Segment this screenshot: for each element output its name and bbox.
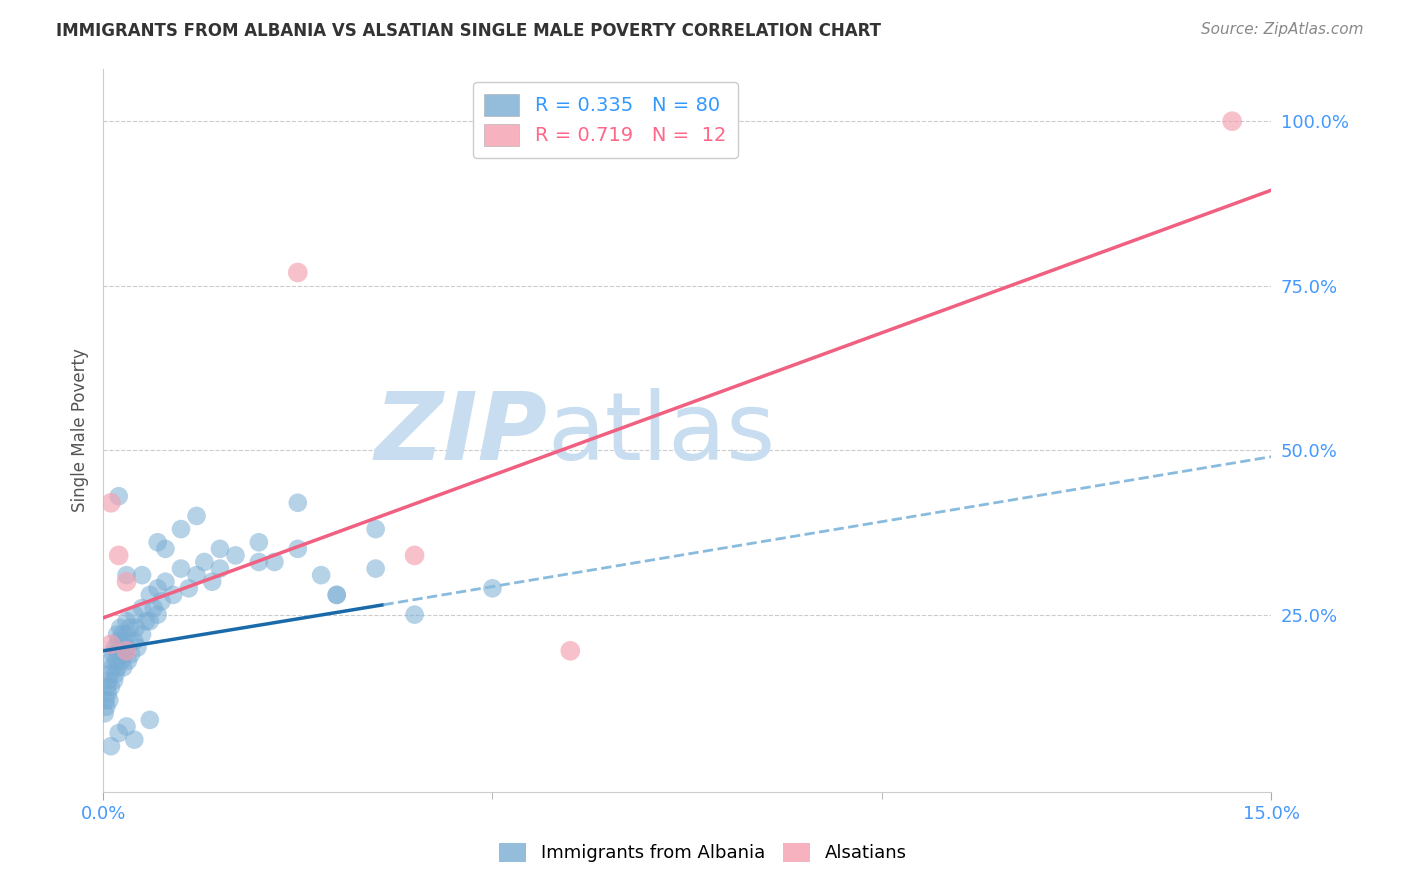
Point <box>93 706 115 721</box>
Point <box>404 607 426 622</box>
Point <box>97 687 120 701</box>
Point <box>170 561 193 575</box>
Point <box>100 654 122 668</box>
Point <box>120 647 142 661</box>
Point <box>124 607 146 622</box>
Point <box>115 627 138 641</box>
Text: Source: ZipAtlas.com: Source: ZipAtlas.com <box>1201 22 1364 37</box>
Point <box>115 574 138 589</box>
Point <box>100 680 122 694</box>
Point <box>115 644 138 658</box>
Point <box>115 719 138 733</box>
Point <box>263 555 285 569</box>
Point <box>247 535 270 549</box>
Point <box>309 568 332 582</box>
Point <box>364 522 387 536</box>
Point <box>139 713 162 727</box>
Point <box>325 588 347 602</box>
Point <box>107 647 129 661</box>
Point <box>287 496 309 510</box>
Point <box>112 660 135 674</box>
Point <box>186 568 208 582</box>
Point <box>364 561 387 575</box>
Point <box>111 627 134 641</box>
Point <box>104 640 127 655</box>
Point <box>125 621 148 635</box>
Point <box>103 647 125 661</box>
Point <box>124 732 146 747</box>
Point <box>107 660 129 674</box>
Point <box>481 582 503 596</box>
Point <box>107 549 129 563</box>
Point <box>201 574 224 589</box>
Point <box>107 634 129 648</box>
Point <box>100 496 122 510</box>
Point <box>127 640 149 655</box>
Text: atlas: atlas <box>547 388 775 480</box>
Point <box>98 666 121 681</box>
Point <box>155 574 177 589</box>
Point <box>1220 114 1243 128</box>
Point <box>139 614 162 628</box>
Point <box>186 508 208 523</box>
Point <box>131 568 153 582</box>
Point <box>177 582 200 596</box>
Point <box>146 535 169 549</box>
Point <box>131 627 153 641</box>
Legend: R = 0.335   N = 80, R = 0.719   N =  12: R = 0.335 N = 80, R = 0.719 N = 12 <box>472 82 738 158</box>
Point <box>287 265 309 279</box>
Point <box>162 588 184 602</box>
Point <box>193 555 215 569</box>
Point <box>247 555 270 569</box>
Point <box>96 699 118 714</box>
Point <box>100 739 122 754</box>
Point <box>110 640 132 655</box>
Point <box>100 637 122 651</box>
Point <box>115 640 138 655</box>
Point <box>404 549 426 563</box>
Point <box>560 644 582 658</box>
Point <box>170 522 193 536</box>
Point <box>142 601 165 615</box>
Point <box>135 614 157 628</box>
Point <box>111 654 134 668</box>
Point <box>96 680 118 694</box>
Point <box>146 607 169 622</box>
Point <box>98 693 121 707</box>
Point <box>94 693 117 707</box>
Point <box>124 634 146 648</box>
Legend: Immigrants from Albania, Alsatians: Immigrants from Albania, Alsatians <box>492 836 914 870</box>
Point <box>97 673 120 688</box>
Point <box>115 614 138 628</box>
Point <box>146 582 169 596</box>
Point <box>115 568 138 582</box>
Text: ZIP: ZIP <box>374 388 547 480</box>
Point <box>112 647 135 661</box>
Point <box>101 660 124 674</box>
Point <box>103 673 125 688</box>
Point <box>139 588 162 602</box>
Point <box>110 621 132 635</box>
Point <box>104 666 127 681</box>
Point <box>208 561 231 575</box>
Point <box>118 621 141 635</box>
Point <box>224 549 246 563</box>
Point <box>107 726 129 740</box>
Point <box>105 627 128 641</box>
Point <box>131 601 153 615</box>
Point <box>117 654 139 668</box>
Y-axis label: Single Male Poverty: Single Male Poverty <box>72 349 89 512</box>
Point <box>325 588 347 602</box>
Point <box>208 541 231 556</box>
Point <box>114 634 136 648</box>
Point <box>150 594 173 608</box>
Point <box>105 654 128 668</box>
Point <box>155 541 177 556</box>
Text: IMMIGRANTS FROM ALBANIA VS ALSATIAN SINGLE MALE POVERTY CORRELATION CHART: IMMIGRANTS FROM ALBANIA VS ALSATIAN SING… <box>56 22 882 40</box>
Point <box>107 489 129 503</box>
Point <box>287 541 309 556</box>
